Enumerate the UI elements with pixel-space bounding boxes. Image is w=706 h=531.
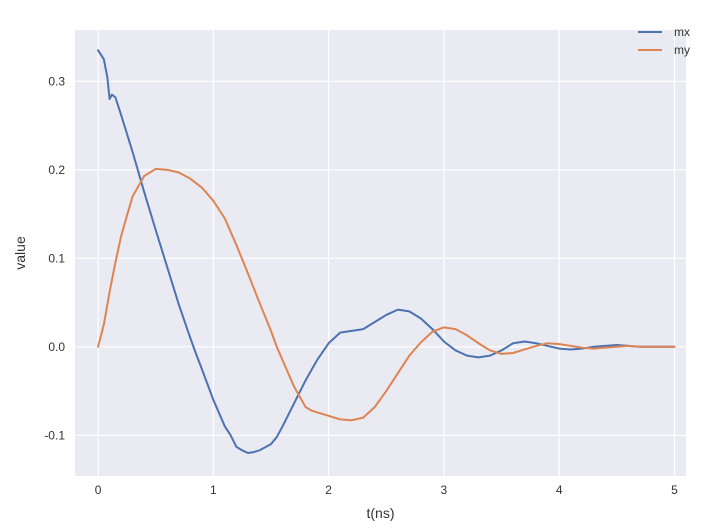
x-tick-label: 0 [95,483,102,497]
y-tick-label: 0.0 [48,340,65,354]
line-chart: 0 1 2 3 4 5 -0.1 0.0 0.1 0.2 0.3 t(ns) value mx my [0,0,706,531]
legend-label-my: my [674,43,690,57]
x-tick-label: 1 [210,483,217,497]
plot-area [75,30,686,476]
x-axis-label: t(ns) [367,505,395,521]
chart-container: 0 1 2 3 4 5 -0.1 0.0 0.1 0.2 0.3 t(ns) value mx my [0,0,706,531]
y-tick-label: 0.2 [48,163,65,177]
x-tick-label: 3 [441,483,448,497]
legend-label-mx: mx [674,25,690,39]
x-tick-label: 4 [556,483,563,497]
y-tick-label: 0.3 [48,74,65,88]
y-tick-label: 0.1 [48,251,65,265]
y-axis-label: value [12,236,28,270]
y-tick-label: -0.1 [44,428,65,442]
x-tick-label: 2 [325,483,332,497]
x-tick-label: 5 [671,483,678,497]
